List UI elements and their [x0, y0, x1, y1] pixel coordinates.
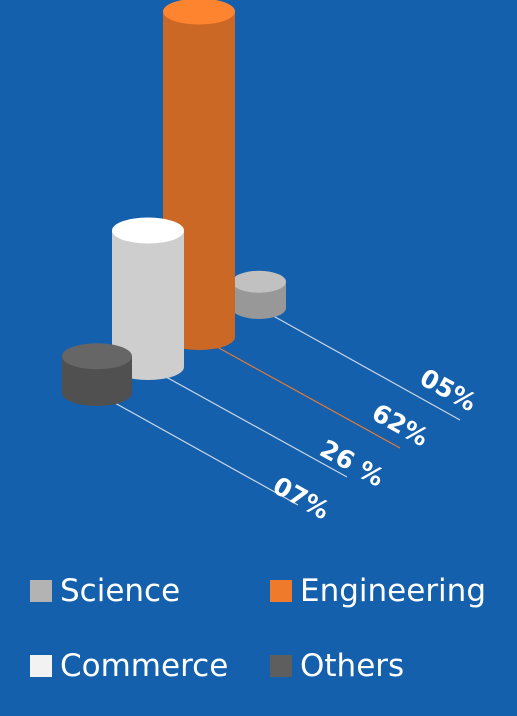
legend-item-science: Science: [30, 573, 270, 609]
legend-swatch-engineering: [270, 580, 292, 602]
legend-label-commerce: Commerce: [60, 648, 229, 684]
legend-row: Commerce Others: [30, 641, 510, 691]
legend-item-commerce: Commerce: [30, 648, 270, 684]
value-label-science: 05%: [415, 363, 481, 417]
leader-line-engineering: [198, 336, 401, 449]
legend-label-science: Science: [60, 573, 181, 609]
bar-body-commerce: [112, 230, 184, 380]
legend-swatch-commerce: [30, 655, 52, 677]
value-label-commerce: 26 %: [315, 434, 389, 493]
leader-line-others: [96, 392, 299, 506]
bar-top-engineering: [163, 0, 235, 25]
legend-row: Science Engineering: [30, 566, 510, 616]
value-label-engineering: 62%: [367, 398, 433, 452]
legend-swatch-science: [30, 580, 52, 602]
legend-item-others: Others: [270, 648, 510, 684]
chart: 07%26 %62%05%: [62, 0, 481, 525]
legend-item-engineering: Engineering: [270, 573, 510, 609]
bar-body-others: [62, 356, 132, 406]
bar-commerce: [112, 217, 184, 380]
legend-swatch-others: [270, 655, 292, 677]
value-label-others: 07%: [268, 471, 334, 525]
legend: Science Engineering Commerce Others: [30, 566, 510, 716]
legend-label-engineering: Engineering: [300, 573, 486, 609]
bar-top-commerce: [112, 217, 184, 244]
bar-top-science: [232, 270, 286, 293]
legend-label-others: Others: [300, 648, 405, 684]
leader-line-commerce: [147, 366, 348, 478]
bar-top-others: [62, 343, 132, 370]
bar-science: [232, 270, 286, 319]
leader-line-science: [258, 307, 461, 421]
bar-others: [62, 343, 132, 406]
